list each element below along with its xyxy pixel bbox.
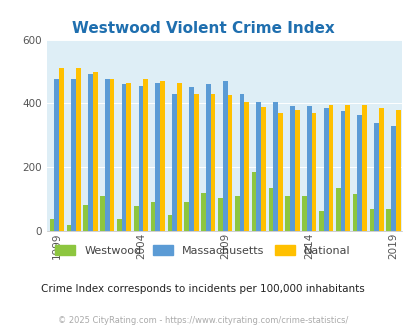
- Bar: [71, 79, 76, 231]
- Bar: [290, 106, 294, 231]
- Bar: [352, 194, 357, 231]
- Bar: [189, 87, 193, 231]
- Bar: [167, 215, 172, 231]
- Bar: [184, 202, 189, 231]
- Bar: [395, 110, 400, 231]
- Bar: [93, 72, 97, 231]
- Bar: [54, 80, 59, 231]
- Bar: [369, 209, 373, 231]
- Bar: [239, 94, 244, 231]
- Bar: [76, 68, 81, 231]
- Bar: [318, 211, 323, 231]
- Bar: [227, 95, 232, 231]
- Bar: [256, 102, 260, 231]
- Bar: [234, 196, 239, 231]
- Bar: [88, 74, 93, 231]
- Bar: [134, 206, 138, 231]
- Bar: [155, 83, 160, 231]
- Bar: [100, 196, 104, 231]
- Bar: [386, 209, 390, 231]
- Bar: [177, 82, 181, 231]
- Bar: [109, 80, 114, 231]
- Bar: [251, 172, 256, 231]
- Bar: [311, 113, 315, 231]
- Text: Westwood Violent Crime Index: Westwood Violent Crime Index: [71, 21, 334, 36]
- Bar: [285, 196, 290, 231]
- Bar: [205, 84, 210, 231]
- Bar: [217, 197, 222, 231]
- Bar: [277, 113, 282, 231]
- Bar: [340, 112, 345, 231]
- Bar: [83, 205, 88, 231]
- Bar: [201, 193, 205, 231]
- Bar: [160, 81, 164, 231]
- Bar: [306, 106, 311, 231]
- Bar: [193, 94, 198, 231]
- Bar: [222, 81, 227, 231]
- Bar: [210, 94, 215, 231]
- Bar: [357, 115, 361, 231]
- Bar: [390, 126, 395, 231]
- Bar: [268, 188, 273, 231]
- Bar: [244, 102, 248, 231]
- Bar: [172, 94, 177, 231]
- Bar: [122, 84, 126, 231]
- Legend: Westwood, Massachusetts, National: Westwood, Massachusetts, National: [51, 241, 354, 260]
- Bar: [335, 188, 340, 231]
- Bar: [273, 102, 277, 231]
- Bar: [378, 108, 383, 231]
- Bar: [126, 82, 131, 231]
- Bar: [345, 105, 349, 231]
- Text: Crime Index corresponds to incidents per 100,000 inhabitants: Crime Index corresponds to incidents per…: [41, 284, 364, 294]
- Bar: [328, 105, 333, 231]
- Bar: [59, 68, 64, 231]
- Text: © 2025 CityRating.com - https://www.cityrating.com/crime-statistics/: © 2025 CityRating.com - https://www.city…: [58, 316, 347, 325]
- Bar: [117, 219, 121, 231]
- Bar: [323, 108, 328, 231]
- Bar: [66, 225, 71, 231]
- Bar: [104, 80, 109, 231]
- Bar: [302, 196, 306, 231]
- Bar: [138, 86, 143, 231]
- Bar: [260, 107, 265, 231]
- Bar: [143, 80, 148, 231]
- Bar: [49, 219, 54, 231]
- Bar: [294, 110, 299, 231]
- Bar: [150, 202, 155, 231]
- Bar: [361, 105, 366, 231]
- Bar: [373, 122, 378, 231]
